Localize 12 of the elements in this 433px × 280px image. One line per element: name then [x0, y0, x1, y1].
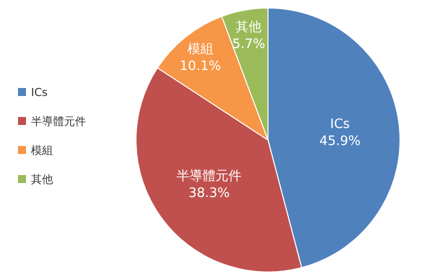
legend-label: ICs	[31, 86, 48, 99]
slice-label: 其他	[236, 20, 262, 35]
slice-label: 模組	[187, 42, 214, 57]
data-label: 38.3%	[188, 186, 230, 201]
slice-label: ICs	[330, 117, 350, 132]
legend-label: 其他	[31, 173, 53, 186]
legend-label: 半導體元件	[31, 115, 86, 128]
data-label: 45.9%	[319, 134, 361, 149]
data-label: 10.1%	[180, 58, 221, 74]
legend-label: 模組	[31, 144, 53, 157]
slice-label: 半導體元件	[176, 168, 242, 184]
data-label: 5.7%	[232, 36, 266, 52]
